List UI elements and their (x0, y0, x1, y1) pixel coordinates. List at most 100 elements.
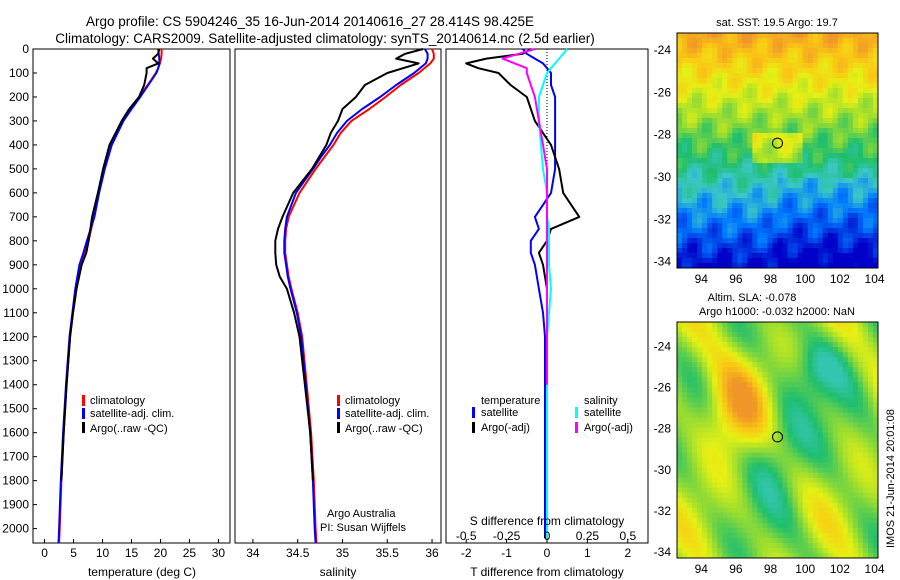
heatmap-cell (742, 462, 748, 469)
heatmap-cell (722, 537, 728, 544)
heatmap-cell (747, 233, 753, 239)
heatmap-cell (702, 108, 708, 114)
heatmap-cell (792, 377, 799, 383)
heatmap-cell (762, 33, 768, 39)
heatmap-cell (802, 223, 809, 229)
sst-argo-marker (772, 137, 783, 149)
heatmap-cell (777, 33, 783, 39)
heatmap-cell (857, 128, 864, 134)
heatmap-cell (757, 83, 763, 89)
heatmap-cell (752, 532, 758, 539)
heatmap-cell (717, 332, 723, 338)
heatmap-cell (782, 58, 788, 64)
heatmap-cell (827, 223, 834, 229)
heatmap-cell (752, 502, 758, 509)
heatmap-cell (847, 552, 854, 559)
heatmap-cell (792, 502, 799, 509)
heatmap-cell (732, 253, 738, 259)
heatmap-cell (752, 133, 758, 139)
heatmap-cell (862, 243, 869, 249)
heatmap-cell (817, 128, 824, 134)
heatmap-cell (857, 178, 864, 184)
heatmap-cell (722, 173, 728, 179)
heatmap-cell (792, 63, 799, 69)
heatmap-cell (777, 263, 783, 269)
heatmap-cell (832, 337, 839, 343)
heatmap-cell (762, 332, 768, 338)
heatmap-cell (777, 347, 783, 353)
heatmap-cell (822, 223, 829, 229)
heatmap-cell (757, 492, 763, 499)
heatmap-cell (727, 133, 733, 139)
heatmap-cell (827, 183, 834, 189)
heatmap-cell (847, 123, 854, 129)
heatmap-cell (782, 462, 788, 469)
heatmap-cell (777, 148, 783, 154)
heatmap-cell (742, 213, 748, 219)
heatmap-cell (847, 422, 854, 428)
heatmap-cell (702, 532, 708, 539)
heatmap-cell (822, 412, 829, 418)
heatmap-cell (682, 547, 688, 554)
heatmap-cell (682, 552, 688, 559)
heatmap-cell (872, 193, 879, 199)
heatmap-cell (697, 357, 703, 363)
sla-map-frame (676, 321, 879, 559)
heatmap-cell (777, 213, 783, 219)
heatmap-cell (677, 487, 683, 494)
heatmap-cell (852, 422, 859, 428)
heatmap-cell (852, 58, 859, 64)
heatmap-cell (752, 83, 758, 89)
heatmap-cell (707, 43, 713, 49)
heatmap-cell (832, 188, 839, 194)
heatmap-cell (802, 392, 809, 398)
heatmap-cell (847, 223, 854, 229)
heatmap-cell (732, 83, 738, 89)
heatmap-cell (867, 372, 874, 378)
heatmap-cell (702, 502, 708, 509)
heatmap-cell (807, 73, 814, 79)
heatmap-cell (837, 322, 844, 328)
heatmap-cell (777, 337, 783, 343)
heatmap-cell (682, 33, 688, 39)
heatmap-cell (857, 537, 864, 544)
heatmap-cell (762, 552, 768, 559)
heatmap-cell (867, 43, 874, 49)
heatmap-cell (722, 183, 728, 189)
heatmap-cell (817, 113, 824, 119)
heatmap-cell (677, 83, 683, 89)
heatmap-cell (702, 38, 708, 44)
heatmap-cell (727, 263, 733, 269)
legend-title-temperature: temperature (481, 395, 540, 407)
heatmap-cell (837, 78, 844, 84)
heatmap-cell (687, 357, 693, 363)
heatmap-cell (772, 492, 778, 499)
heatmap-cell (817, 98, 824, 104)
heatmap-cell (827, 243, 834, 249)
heatmap-cell (732, 537, 738, 544)
difference-xticks: -2 -1 0 1 2 (461, 539, 631, 560)
heatmap-cell (842, 522, 849, 529)
heatmap-cell (832, 537, 839, 544)
heatmap-cell (737, 63, 743, 69)
heatmap-cell (847, 98, 854, 104)
heatmap-cell (692, 472, 698, 479)
heatmap-cell (762, 482, 768, 489)
heatmap-cell (737, 327, 743, 333)
heatmap-cell (747, 228, 753, 234)
heatmap-cell (737, 68, 743, 74)
heatmap-cell (782, 218, 788, 224)
heatmap-cell (732, 123, 738, 129)
heatmap-cell (832, 78, 839, 84)
heatmap-cell (732, 208, 738, 214)
heatmap-cell (782, 243, 788, 249)
heatmap-cell (732, 198, 738, 204)
heatmap-cell (807, 372, 814, 378)
heatmap-cell (767, 58, 773, 64)
legend-label-satellite: satellite-adj. clim. (90, 408, 174, 420)
heatmap-cell (827, 178, 834, 184)
heatmap-cell (727, 412, 733, 418)
heatmap-cell (732, 88, 738, 94)
map-y-tick-label: -32 (654, 212, 672, 226)
heatmap-cell (727, 497, 733, 504)
